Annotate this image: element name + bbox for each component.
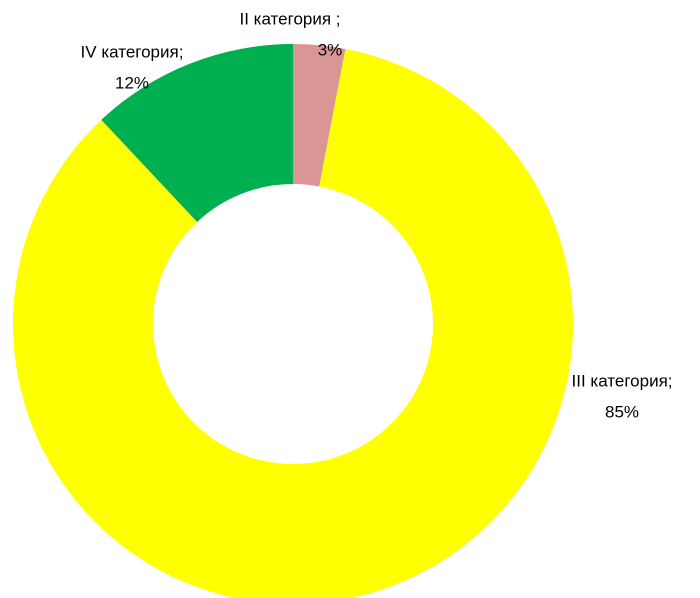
slice-category-label: II категория ; <box>240 9 341 28</box>
slice-value-label: 12% <box>115 73 149 92</box>
donut-slice <box>13 48 573 598</box>
slice-value-label: 85% <box>605 402 639 421</box>
donut-slice <box>293 44 346 187</box>
slice-value-label: 3% <box>318 40 343 59</box>
donut-slice <box>101 44 293 222</box>
slice-category-label: III категория; <box>572 371 673 390</box>
slice-category-label: IV категория; <box>81 42 184 61</box>
